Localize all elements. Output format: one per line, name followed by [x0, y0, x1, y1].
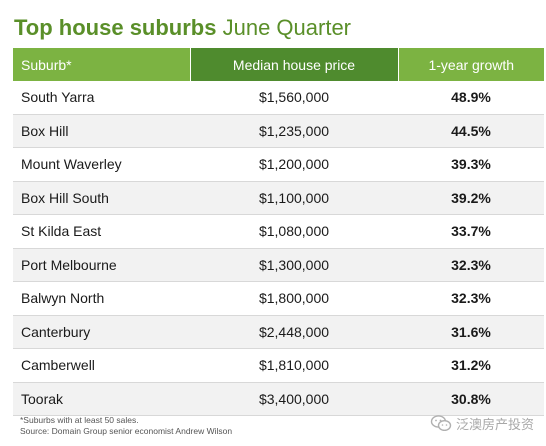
table-header-row: Suburb* Median house price 1-year growth — [13, 48, 544, 81]
footnote: *Suburbs with at least 50 sales. Source:… — [20, 415, 232, 436]
price-cell: $1,235,000 — [190, 114, 398, 148]
suburb-cell: Canterbury — [13, 315, 190, 349]
table-body: South Yarra $1,560,000 48.9% Box Hill $1,235… — [13, 81, 544, 416]
table-row: St Kilda East $1,080,000 33.7% — [13, 214, 544, 249]
footnote-source: Source: Domain Group senior economist An… — [20, 425, 233, 436]
growth-cell: 48.9% — [398, 81, 544, 115]
suburb-cell: Balwyn North — [13, 281, 190, 316]
wechat-icon — [430, 414, 452, 432]
table-row: South Yarra $1,560,000 48.9% — [13, 81, 544, 115]
suburb-cell: Toorak — [13, 382, 190, 416]
suburb-cell: South Yarra — [13, 81, 190, 115]
growth-cell: 30.8% — [398, 382, 544, 416]
suburb-cell: Box Hill — [13, 114, 190, 148]
price-cell: $1,810,000 — [190, 348, 398, 383]
watermark-text: 泛澳房产投资 — [455, 416, 534, 432]
watermark: 泛澳房产投资 — [430, 411, 534, 435]
growth-cell: 33.7% — [398, 214, 544, 249]
growth-cell: 32.3% — [398, 248, 544, 282]
price-cell: $1,100,000 — [190, 181, 398, 215]
suburb-cell: Box Hill South — [13, 181, 190, 215]
table-row: Balwyn North $1,800,000 32.3% — [13, 281, 544, 316]
growth-cell: 31.2% — [398, 348, 544, 383]
suburb-cell: Port Melbourne — [13, 248, 190, 282]
table-row: Canterbury $2,448,000 31.6% — [13, 315, 544, 349]
price-cell: $3,400,000 — [190, 382, 398, 416]
chart-title-rest: June Quarter — [222, 15, 352, 40]
suburb-cell: Camberwell — [13, 348, 190, 383]
price-cell: $1,300,000 — [190, 248, 398, 282]
suburb-table: Suburb* Median house price 1-year growth… — [13, 48, 544, 416]
growth-cell: 39.2% — [398, 181, 544, 215]
column-header-growth: 1-year growth — [398, 48, 544, 81]
chart-title: Top house suburbs June Quarter — [14, 14, 351, 42]
footnote-sales: *Suburbs with at least 50 sales. — [20, 415, 139, 425]
price-cell: $1,560,000 — [190, 81, 398, 115]
table-row: Toorak $3,400,000 30.8% — [13, 382, 544, 416]
suburb-cell: St Kilda East — [13, 214, 190, 249]
suburb-cell: Mount Waverley — [13, 147, 190, 182]
price-cell: $1,800,000 — [190, 281, 398, 316]
column-header-price: Median house price — [190, 48, 399, 81]
growth-cell: 31.6% — [398, 315, 544, 349]
growth-cell: 32.3% — [398, 281, 544, 316]
price-cell: $1,080,000 — [190, 214, 398, 249]
growth-cell: 39.3% — [398, 147, 544, 182]
table-row: Box Hill $1,235,000 44.5% — [13, 114, 544, 148]
table-row: Box Hill South $1,100,000 39.2% — [13, 181, 544, 215]
column-header-suburb: Suburb* — [13, 48, 191, 81]
price-cell: $1,200,000 — [190, 147, 398, 182]
growth-cell: 44.5% — [398, 114, 544, 148]
table-row: Port Melbourne $1,300,000 32.3% — [13, 248, 544, 282]
table-row: Camberwell $1,810,000 31.2% — [13, 348, 544, 383]
price-cell: $2,448,000 — [190, 315, 398, 349]
table-row: Mount Waverley $1,200,000 39.3% — [13, 147, 544, 182]
chart-title-bold: Top house suburbs — [14, 15, 217, 40]
